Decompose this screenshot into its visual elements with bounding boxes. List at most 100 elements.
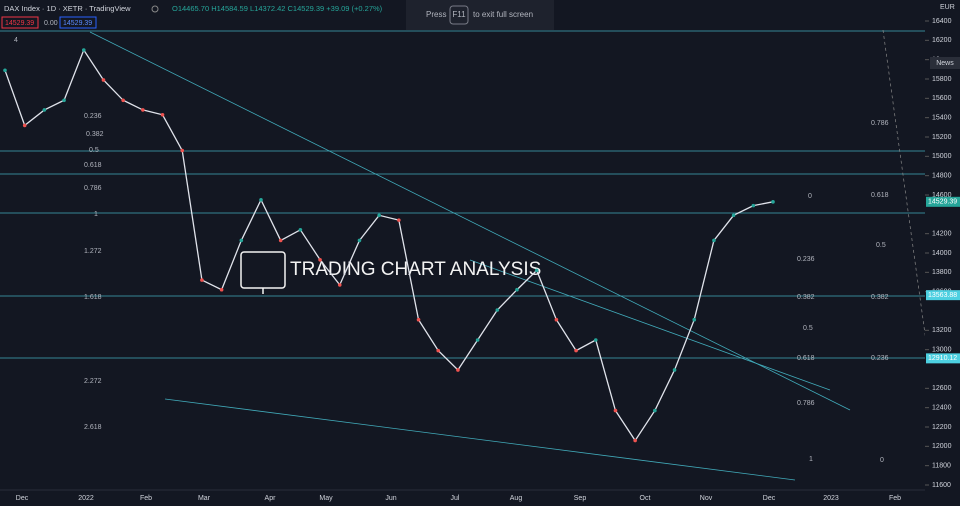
x-tick-label: 2022 (78, 495, 94, 502)
trend-line (469, 259, 831, 391)
currency: EUR (940, 4, 955, 11)
x-tick-label: Feb (140, 495, 152, 502)
price-point (712, 238, 716, 243)
sell[interactable]: 14529.39 (5, 20, 34, 27)
price-point (751, 203, 756, 208)
watermark-text: TRADING CHART ANALYSIS (290, 259, 541, 280)
fib-label: 0.618 (797, 355, 815, 362)
price-tag-label: 12910.12 (928, 355, 957, 362)
y-tick-label: 12000 (932, 443, 952, 450)
price-point (731, 213, 736, 218)
y-tick-label: 16400 (932, 18, 952, 25)
x-tick-label: Aug (510, 495, 523, 502)
plot (3, 48, 775, 443)
price-point (42, 108, 47, 112)
fib-mid: 0 0.236 0.382 0.5 0.618 0.786 1 (797, 193, 815, 463)
y-tick-label: 14000 (932, 250, 952, 257)
symbol: DAX Index · 1D · XETR · TradingView (4, 4, 131, 13)
fib-label: 0.382 (871, 294, 889, 301)
price-point (771, 200, 775, 204)
fib-label: 0.382 (86, 131, 104, 138)
fib-label: 0.382 (797, 294, 815, 301)
fib-label: 1 (94, 211, 98, 218)
x-tick-label: Feb (889, 495, 901, 502)
fib-label: 1.618 (84, 294, 102, 301)
x-tick-label: Apr (265, 495, 277, 502)
fib-label: 0.236 (84, 113, 102, 120)
price-point (495, 308, 500, 312)
news-label[interactable]: News (936, 60, 954, 67)
price-tag-label: 13563.88 (928, 292, 957, 299)
news-button[interactable] (930, 57, 960, 69)
notice-key: F11 (452, 10, 466, 19)
y-tick-label: 12200 (932, 424, 952, 431)
price-point (613, 408, 618, 413)
y-tick-label: 11800 (932, 463, 951, 470)
price-tags: 14529.39 13563.88 12910.12 (926, 196, 960, 364)
price-tag-label: 14529.39 (928, 199, 957, 206)
fib-label: 0.618 (871, 192, 889, 199)
price-point (62, 98, 66, 103)
price-point (200, 278, 204, 282)
price-point (534, 268, 539, 273)
y-tick-label: 16200 (932, 37, 952, 44)
price-point (318, 257, 322, 262)
fib-label: 0.786 (871, 120, 889, 127)
price-tag (926, 290, 960, 301)
price-point (101, 78, 106, 82)
price-point (574, 348, 578, 353)
price-point (22, 123, 27, 128)
x-tick-label: Dec (16, 495, 29, 502)
logo (240, 251, 286, 289)
price-point (416, 317, 421, 322)
fib-label: 0 (808, 193, 812, 200)
y-tick-label: 13000 (932, 347, 952, 354)
y-tick-label: 15400 (932, 115, 952, 122)
price-point (3, 68, 7, 73)
y-tick-label: 14600 (932, 192, 952, 199)
price-tag (926, 196, 960, 207)
indicator-count[interactable]: 4 (14, 37, 18, 44)
price-point (377, 213, 381, 218)
y-tick-label: 15800 (932, 76, 952, 83)
x-tick-label: May (319, 495, 333, 502)
x-tick-label: 2023 (823, 495, 839, 502)
price-tag (926, 353, 960, 364)
y-tick-label: 12600 (932, 385, 952, 392)
price-point (219, 287, 224, 292)
price-point (633, 438, 637, 443)
fib-label: 0.618 (84, 162, 102, 169)
spread: 0.00 (44, 20, 58, 27)
price-point (160, 112, 165, 117)
buy[interactable]: 14529.39 (63, 20, 92, 27)
price-axis (925, 0, 960, 506)
price-point (653, 408, 657, 413)
x-tick-label: Dec (763, 495, 776, 502)
y-tick-label: 15000 (932, 153, 952, 160)
buy-box[interactable] (59, 16, 97, 29)
fib-label: 0.236 (871, 355, 889, 362)
y-tick-label: 14200 (932, 231, 952, 238)
price-point (593, 338, 598, 342)
levels (0, 30, 925, 481)
notice-text: Press (426, 10, 446, 19)
price-point (436, 348, 441, 353)
price-point (475, 338, 480, 342)
price-point (239, 238, 244, 243)
price-point (515, 287, 519, 292)
sell-box[interactable] (1, 16, 39, 29)
fib-label: 0.786 (797, 400, 815, 407)
fib-label: 0.236 (797, 256, 815, 263)
x-tick-label: Oct (640, 495, 651, 502)
fib-label: 2.618 (84, 424, 102, 431)
ohlc: O14465.70 H14584.59 L14372.42 C14529.39 … (172, 4, 383, 13)
y-tick-label: 15200 (932, 134, 952, 141)
price-point (180, 148, 185, 153)
price-point (554, 317, 559, 322)
fib-label: 1.272 (84, 248, 102, 255)
fib-label: 0.5 (803, 325, 813, 332)
trend-line (164, 398, 796, 481)
y-tick-label: 14800 (932, 173, 952, 180)
